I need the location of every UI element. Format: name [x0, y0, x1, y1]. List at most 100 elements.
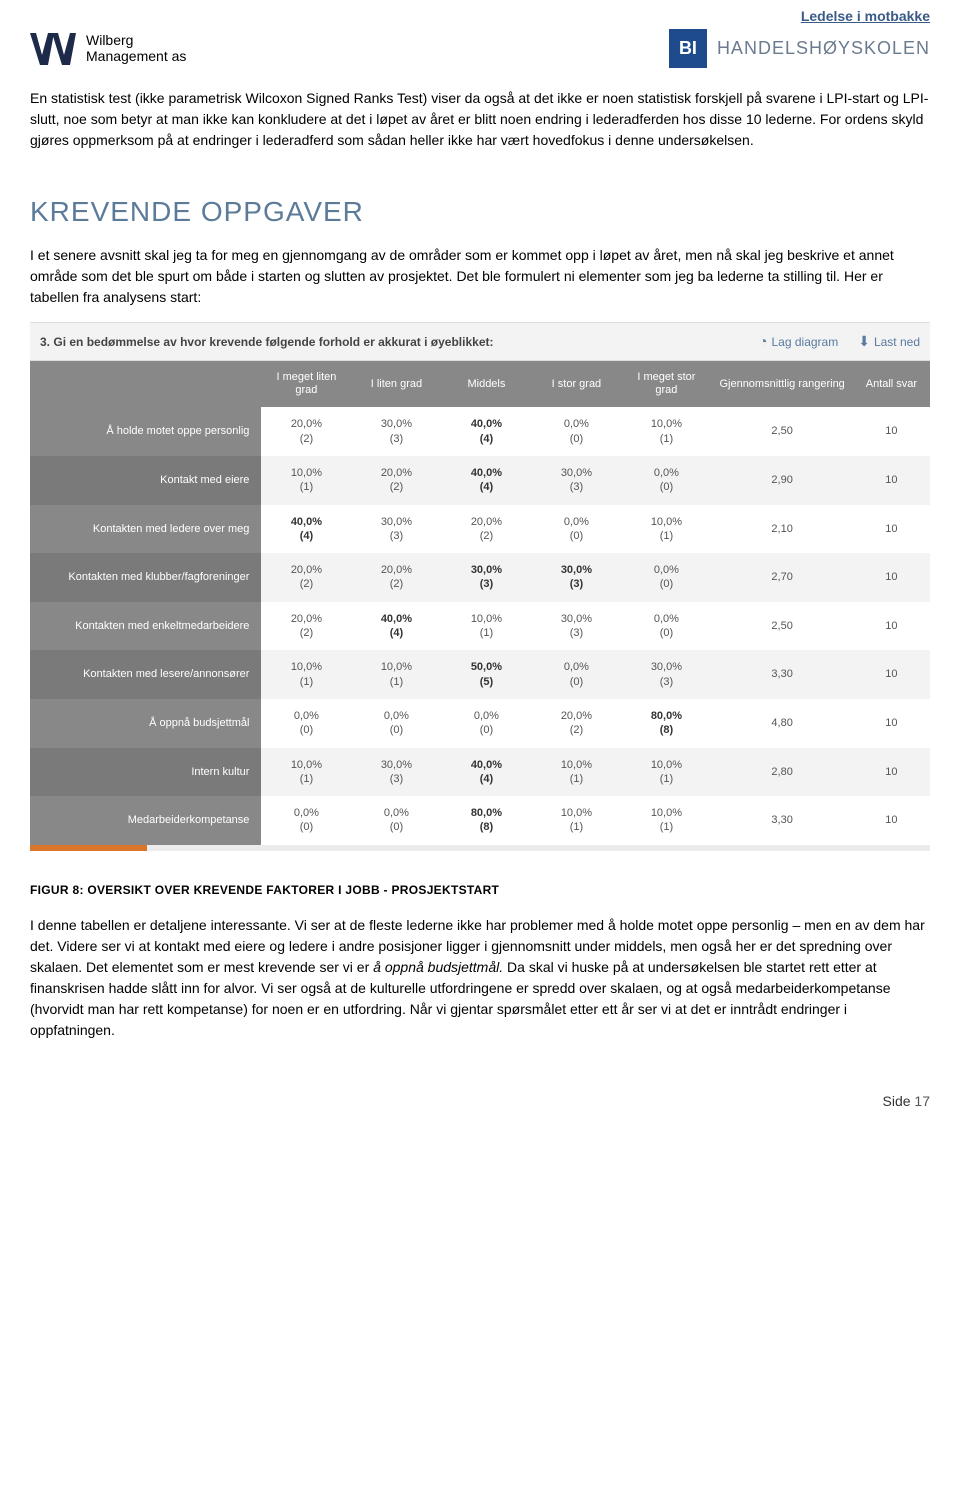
data-cell: 0,0%(0): [531, 407, 621, 456]
data-cell: 10,0%(1): [441, 602, 531, 651]
data-cell: 20,0%(2): [261, 553, 351, 602]
data-cell: 20,0%(2): [261, 602, 351, 651]
row-label: Kontakten med ledere over meg: [30, 505, 261, 554]
bi-box: BI: [669, 29, 707, 68]
data-cell: 0,0%(0): [621, 602, 711, 651]
page-container: Ledelse i motbakke Wilberg Management as…: [0, 0, 960, 1142]
data-cell: 80,0%(8): [441, 796, 531, 845]
avg-cell: 2,50: [711, 602, 852, 651]
data-cell: 20,0%(2): [261, 407, 351, 456]
data-cell: 0,0%(0): [441, 699, 531, 748]
brand-line: Ledelse i motbakke: [30, 0, 930, 29]
data-cell: 10,0%(1): [621, 505, 711, 554]
section-paragraph: I et senere avsnitt skal jeg ta for meg …: [30, 245, 930, 308]
table-row: Kontakten med klubber/fagforeninger20,0%…: [30, 553, 930, 602]
survey-table: I meget liten grad I liten grad Middels …: [30, 361, 930, 845]
data-cell: 0,0%(0): [351, 699, 441, 748]
data-cell: 40,0%(4): [441, 748, 531, 797]
survey-question-number: 3.: [40, 335, 50, 349]
data-cell: 10,0%(1): [261, 650, 351, 699]
avg-cell: 2,10: [711, 505, 852, 554]
avg-cell: 2,50: [711, 407, 852, 456]
footer-page-number: 17: [914, 1093, 930, 1109]
data-cell: 10,0%(1): [621, 748, 711, 797]
data-cell: 10,0%(1): [531, 796, 621, 845]
data-cell: 80,0%(8): [621, 699, 711, 748]
table-row: Intern kultur10,0%(1)30,0%(3)40,0%(4)10,…: [30, 748, 930, 797]
table-row: Kontakt med eiere10,0%(1)20,0%(2)40,0%(4…: [30, 456, 930, 505]
data-cell: 10,0%(1): [261, 748, 351, 797]
section-title: KREVENDE OPPGAVER: [30, 191, 930, 233]
data-cell: 0,0%(0): [621, 456, 711, 505]
n-cell: 10: [853, 796, 930, 845]
survey-question-text: Gi en bedømmelse av hvor krevende følgen…: [53, 335, 493, 349]
survey-action-chart-label: Lag diagram: [772, 333, 839, 351]
data-cell: 40,0%(4): [441, 407, 531, 456]
download-icon: ⬇: [858, 331, 870, 352]
page-footer: Side 17: [30, 1091, 930, 1112]
data-cell: 20,0%(2): [351, 456, 441, 505]
avg-cell: 3,30: [711, 650, 852, 699]
survey-col-blank: [30, 361, 261, 407]
survey-col-avg: Gjennomsnittlig rangering: [711, 361, 852, 407]
avg-cell: 3,30: [711, 796, 852, 845]
data-cell: 0,0%(0): [531, 505, 621, 554]
n-cell: 10: [853, 505, 930, 554]
n-cell: 10: [853, 699, 930, 748]
table-row: Kontakten med enkeltmedarbeidere20,0%(2)…: [30, 602, 930, 651]
intro-paragraph: En statistisk test (ikke parametrisk Wil…: [30, 88, 930, 151]
data-cell: 10,0%(1): [621, 407, 711, 456]
n-cell: 10: [853, 650, 930, 699]
figure-caption: FIGUR 8: OVERSIKT OVER KREVENDE FAKTORER…: [30, 881, 930, 899]
bi-text: HANDELSHØYSKOLEN: [717, 35, 930, 62]
survey-progress: [30, 845, 930, 851]
data-cell: 0,0%(0): [261, 699, 351, 748]
closing-paragraph: I denne tabellen er detaljene interessan…: [30, 915, 930, 1041]
footer-side-label: Side: [883, 1093, 911, 1109]
survey-col-1: I liten grad: [351, 361, 441, 407]
survey-question: 3. Gi en bedømmelse av hvor krevende føl…: [40, 333, 749, 351]
table-row: Medarbeiderkompetanse0,0%(0)0,0%(0)80,0%…: [30, 796, 930, 845]
avg-cell: 2,80: [711, 748, 852, 797]
data-cell: 30,0%(3): [621, 650, 711, 699]
data-cell: 10,0%(1): [531, 748, 621, 797]
data-cell: 30,0%(3): [351, 748, 441, 797]
survey-col-2: Middels: [441, 361, 531, 407]
data-cell: 50,0%(5): [441, 650, 531, 699]
data-cell: 0,0%(0): [621, 553, 711, 602]
data-cell: 40,0%(4): [261, 505, 351, 554]
data-cell: 10,0%(1): [261, 456, 351, 505]
survey-action-chart[interactable]: ◔ Lag diagram: [759, 331, 838, 352]
table-row: Å oppnå budsjettmål0,0%(0)0,0%(0)0,0%(0)…: [30, 699, 930, 748]
data-cell: 20,0%(2): [531, 699, 621, 748]
n-cell: 10: [853, 748, 930, 797]
table-row: Å holde motet oppe personlig20,0%(2)30,0…: [30, 407, 930, 456]
avg-cell: 2,90: [711, 456, 852, 505]
row-label: Kontakt med eiere: [30, 456, 261, 505]
table-row: Kontakten med ledere over meg40,0%(4)30,…: [30, 505, 930, 554]
survey-action-download[interactable]: ⬇ Last ned: [858, 331, 920, 352]
data-cell: 30,0%(3): [351, 407, 441, 456]
data-cell: 0,0%(0): [531, 650, 621, 699]
data-cell: 30,0%(3): [531, 456, 621, 505]
n-cell: 10: [853, 407, 930, 456]
row-label: Kontakten med lesere/annonsører: [30, 650, 261, 699]
avg-cell: 2,70: [711, 553, 852, 602]
survey-col-4: I meget stor grad: [621, 361, 711, 407]
logo-row: Wilberg Management as BI HANDELSHØYSKOLE…: [30, 29, 930, 68]
closing-italic: å oppnå budsjettmål.: [373, 959, 503, 975]
n-cell: 10: [853, 553, 930, 602]
data-cell: 30,0%(3): [531, 553, 621, 602]
survey-col-3: I stor grad: [531, 361, 621, 407]
survey-col-n: Antall svar: [853, 361, 930, 407]
survey-table-wrap: 3. Gi en bedømmelse av hvor krevende føl…: [30, 322, 930, 851]
data-cell: 30,0%(3): [441, 553, 531, 602]
row-label: Intern kultur: [30, 748, 261, 797]
row-label: Medarbeiderkompetanse: [30, 796, 261, 845]
wilberg-mark-icon: [30, 33, 76, 65]
data-cell: 10,0%(1): [621, 796, 711, 845]
data-cell: 40,0%(4): [351, 602, 441, 651]
data-cell: 40,0%(4): [441, 456, 531, 505]
data-cell: 30,0%(3): [351, 505, 441, 554]
wilberg-name-1: Wilberg: [86, 33, 186, 48]
